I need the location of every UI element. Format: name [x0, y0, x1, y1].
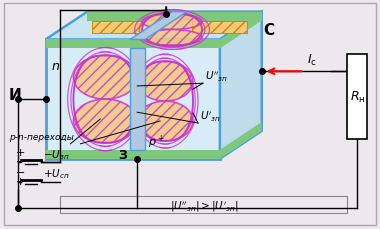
Polygon shape: [46, 40, 220, 49]
Text: З: З: [118, 148, 127, 161]
Text: $I_{\rm с}$: $I_{\rm с}$: [307, 53, 317, 68]
Text: $-U_{зп}$: $-U_{зп}$: [43, 147, 69, 161]
Bar: [347, 55, 367, 139]
Ellipse shape: [73, 100, 137, 143]
Polygon shape: [220, 13, 262, 49]
Ellipse shape: [142, 30, 202, 46]
Polygon shape: [87, 13, 262, 22]
Text: +: +: [16, 147, 25, 157]
Polygon shape: [130, 49, 145, 150]
Polygon shape: [46, 150, 220, 159]
Text: $|U''_{зп}|>|U'_{зп}|$: $|U''_{зп}|>|U'_{зп}|$: [169, 198, 238, 213]
Polygon shape: [220, 13, 262, 159]
Polygon shape: [46, 40, 220, 49]
Polygon shape: [220, 123, 262, 159]
Text: −: −: [16, 156, 25, 166]
Polygon shape: [46, 13, 262, 40]
Ellipse shape: [137, 62, 193, 102]
Polygon shape: [192, 22, 247, 34]
Ellipse shape: [73, 56, 137, 100]
Ellipse shape: [137, 102, 193, 141]
Text: +: +: [16, 176, 25, 186]
Bar: [60, 197, 347, 213]
Text: $R_{\rm н}$: $R_{\rm н}$: [350, 89, 365, 104]
Text: $+U_{сп}$: $+U_{сп}$: [43, 167, 69, 181]
Text: $U''_{зп}$: $U''_{зп}$: [205, 70, 228, 84]
Text: $n$: $n$: [51, 60, 60, 73]
Text: $U'_{зп}$: $U'_{зп}$: [200, 109, 221, 123]
Text: $p^+$: $p^+$: [148, 133, 165, 150]
Polygon shape: [130, 13, 187, 40]
Text: И: И: [9, 88, 21, 103]
Text: p-n-переходы: p-n-переходы: [9, 132, 74, 141]
Polygon shape: [46, 40, 220, 159]
Text: −: −: [16, 167, 25, 177]
Polygon shape: [92, 22, 142, 34]
Ellipse shape: [142, 15, 202, 30]
Text: С: С: [264, 23, 275, 38]
